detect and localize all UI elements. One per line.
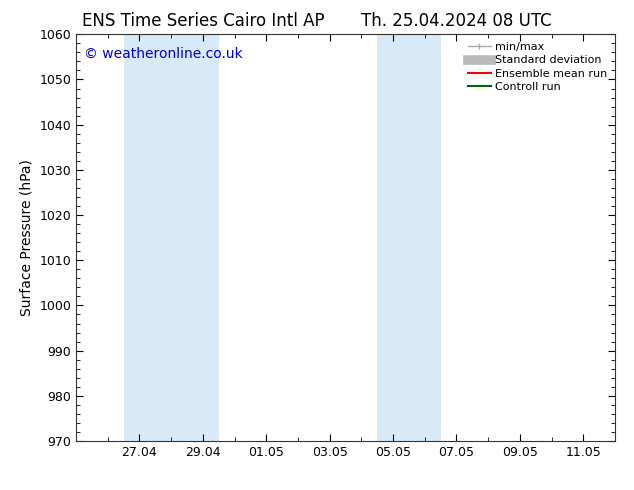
Bar — [377, 34, 441, 441]
Y-axis label: Surface Pressure (hPa): Surface Pressure (hPa) — [20, 159, 34, 316]
Text: Th. 25.04.2024 08 UTC: Th. 25.04.2024 08 UTC — [361, 12, 552, 30]
Bar — [124, 34, 219, 441]
Text: © weatheronline.co.uk: © weatheronline.co.uk — [84, 47, 243, 60]
Legend: min/max, Standard deviation, Ensemble mean run, Controll run: min/max, Standard deviation, Ensemble me… — [466, 40, 609, 94]
Text: ENS Time Series Cairo Intl AP: ENS Time Series Cairo Intl AP — [82, 12, 324, 30]
